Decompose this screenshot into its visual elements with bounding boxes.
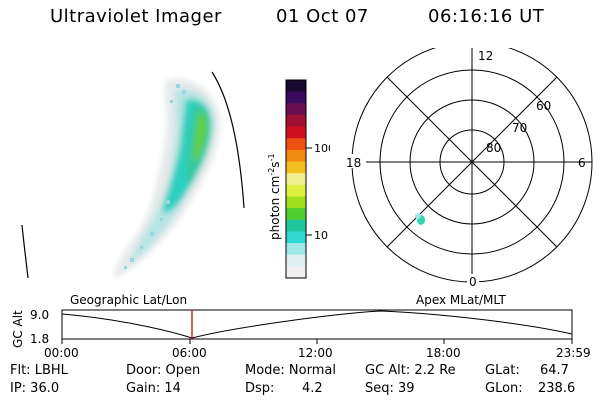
yaxis-label: GC Alt [11, 310, 25, 348]
door-info: Door: Open [126, 363, 201, 378]
colorbar-swatch [286, 161, 306, 174]
mlt-label-12: 12 [478, 49, 493, 63]
x-tick-1200: 12:00 [298, 346, 333, 360]
dsp-label: Dsp: [245, 381, 275, 396]
colorbar-swatch [286, 196, 306, 209]
filter-info: Flt: LBHL [10, 363, 68, 378]
glon-label: GLon: [485, 381, 523, 396]
timeline-title-left: Geographic Lat/Lon [70, 293, 188, 307]
header-date: 01 Oct 07 [276, 6, 369, 27]
app-title: Ultraviolet Imager [50, 6, 222, 27]
seq-info: Seq: 39 [365, 381, 415, 396]
timeline-title-right: Apex MLat/MLT [416, 293, 506, 307]
colorbar-swatch [286, 219, 306, 233]
mlt-label-0: 0 [469, 275, 477, 289]
colorbar-swatch [286, 138, 306, 151]
altitude-timeline: GC Alt 9.0 1.8 00:00 06:00 12:00 18:00 2… [11, 308, 591, 360]
colorbar-swatch [286, 114, 306, 128]
colorbar-swatch [286, 126, 306, 139]
y-tick-bottom: 1.8 [30, 332, 49, 346]
header-time: 06:16:16 UT [428, 6, 545, 27]
colorbar-label: photon cm-2s-1 [267, 153, 282, 240]
colorbar-swatch [286, 243, 306, 256]
colorbar-swatch [286, 149, 306, 163]
limb-arc-right [211, 71, 245, 209]
gain-info: Gain: 14 [126, 381, 181, 396]
y-tick-top: 9.0 [30, 308, 49, 322]
auroral-image [21, 71, 245, 279]
colorbar-swatch [286, 103, 306, 116]
glon-value: 238.6 [538, 381, 576, 396]
colorbar-swatch [286, 254, 306, 267]
x-tick-0000: 00:00 [44, 346, 79, 360]
lat-label-70: 70 [512, 121, 527, 135]
ip-info: IP: 36.0 [10, 381, 60, 396]
colorbar-swatch [286, 80, 306, 93]
x-tick-1800: 18:00 [426, 346, 461, 360]
mode-info: Mode: Normal [245, 363, 336, 378]
colorbar-tick-100: 100 [314, 142, 330, 155]
dsp-value: 4.2 [302, 381, 323, 396]
colorbar-swatch [286, 266, 306, 279]
x-tick-2359: 23:59 [556, 346, 591, 360]
mlt-label-6: 6 [578, 156, 586, 170]
lat-label-80: 80 [486, 141, 501, 155]
colorbar-swatch [286, 184, 306, 198]
colorbar-swatch [286, 208, 306, 221]
glat-label: GLat: [485, 363, 520, 378]
limb-arc-left [21, 224, 29, 279]
lat-label-60: 60 [536, 99, 551, 113]
colorbar-swatch [286, 173, 306, 186]
colorbar: 100 10 photon cm-2s-1 [267, 79, 330, 279]
mlt-label-18: 18 [346, 156, 361, 170]
glat-value: 64.7 [540, 363, 569, 378]
altitude-curve [61, 310, 573, 339]
colorbar-tick-10: 10 [314, 229, 328, 242]
x-tick-0600: 06:00 [172, 346, 207, 360]
polar-plot: 18 6 12 0 60 70 80 [344, 48, 593, 289]
gcalt-info: GC Alt: 2.2 Re [365, 363, 456, 378]
colorbar-swatch [286, 91, 306, 104]
colorbar-swatch [286, 231, 306, 244]
